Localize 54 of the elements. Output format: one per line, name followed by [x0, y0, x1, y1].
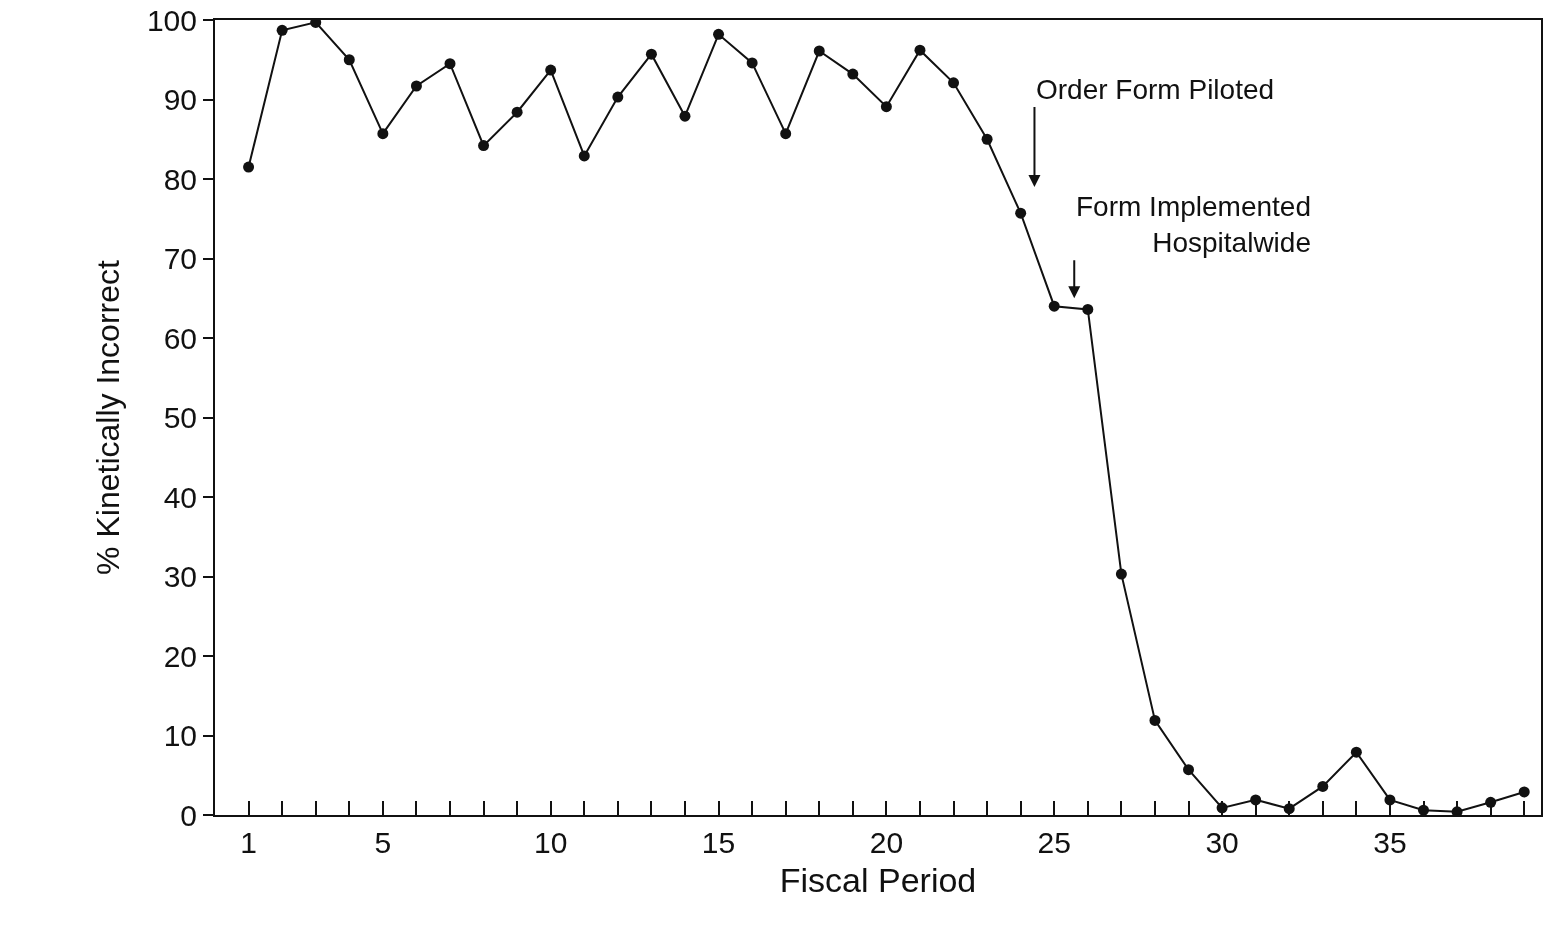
point: [1149, 714, 1161, 726]
point: [645, 48, 657, 60]
y-tick-label: 100: [146, 3, 197, 37]
point: [880, 101, 892, 113]
point: [981, 133, 993, 145]
x-tick-label: 1: [240, 826, 257, 859]
point: [444, 58, 456, 70]
point: [746, 57, 758, 69]
point: [847, 68, 859, 80]
point: [511, 106, 523, 118]
x-tick-label: 20: [869, 826, 904, 859]
point: [679, 110, 691, 122]
point: [1115, 568, 1127, 580]
x-axis-title: Fiscal Period: [779, 860, 977, 899]
point: [713, 28, 725, 40]
y-axis-title: % Kinetically Incorrect: [89, 260, 126, 575]
y-tick-label: 80: [163, 162, 197, 196]
point: [1183, 764, 1195, 776]
point: [780, 128, 792, 140]
point: [478, 140, 490, 152]
x-tick-label: 25: [1037, 826, 1071, 859]
x-tick-label: 15: [701, 826, 736, 859]
y-tick-label: 90: [163, 83, 197, 116]
point: [1518, 786, 1530, 798]
y-tick-label: 50: [163, 401, 197, 434]
point: [914, 44, 926, 56]
x-tick-label: 30: [1205, 826, 1239, 859]
point: [243, 161, 255, 173]
annotation: Order Form Piloted: [1036, 74, 1275, 105]
point: [343, 54, 355, 66]
y-tick-label: 30: [163, 560, 197, 593]
point: [545, 64, 557, 76]
y-tick-label: 20: [163, 639, 197, 673]
x-tick-label: 10: [534, 826, 568, 859]
point: [612, 91, 624, 103]
point: [1082, 303, 1094, 315]
y-tick-label: 10: [163, 719, 197, 752]
point: [1015, 207, 1027, 219]
point: [813, 45, 825, 57]
point: [377, 128, 389, 140]
y-tick-label: 0: [180, 798, 197, 832]
point: [1317, 780, 1329, 792]
point: [1350, 746, 1362, 758]
point: [578, 150, 590, 162]
x-tick-label: 35: [1373, 826, 1407, 859]
x-tick-label: 5: [374, 826, 392, 859]
point: [1048, 300, 1060, 312]
point: [948, 77, 960, 89]
point: [410, 80, 422, 92]
y-tick-label: 40: [163, 480, 197, 514]
annotation: Form Implemented Hospitalwide: [1076, 191, 1311, 259]
y-tick-label: 60: [163, 321, 197, 355]
y-tick-label: 70: [163, 242, 197, 275]
point: [276, 24, 288, 36]
